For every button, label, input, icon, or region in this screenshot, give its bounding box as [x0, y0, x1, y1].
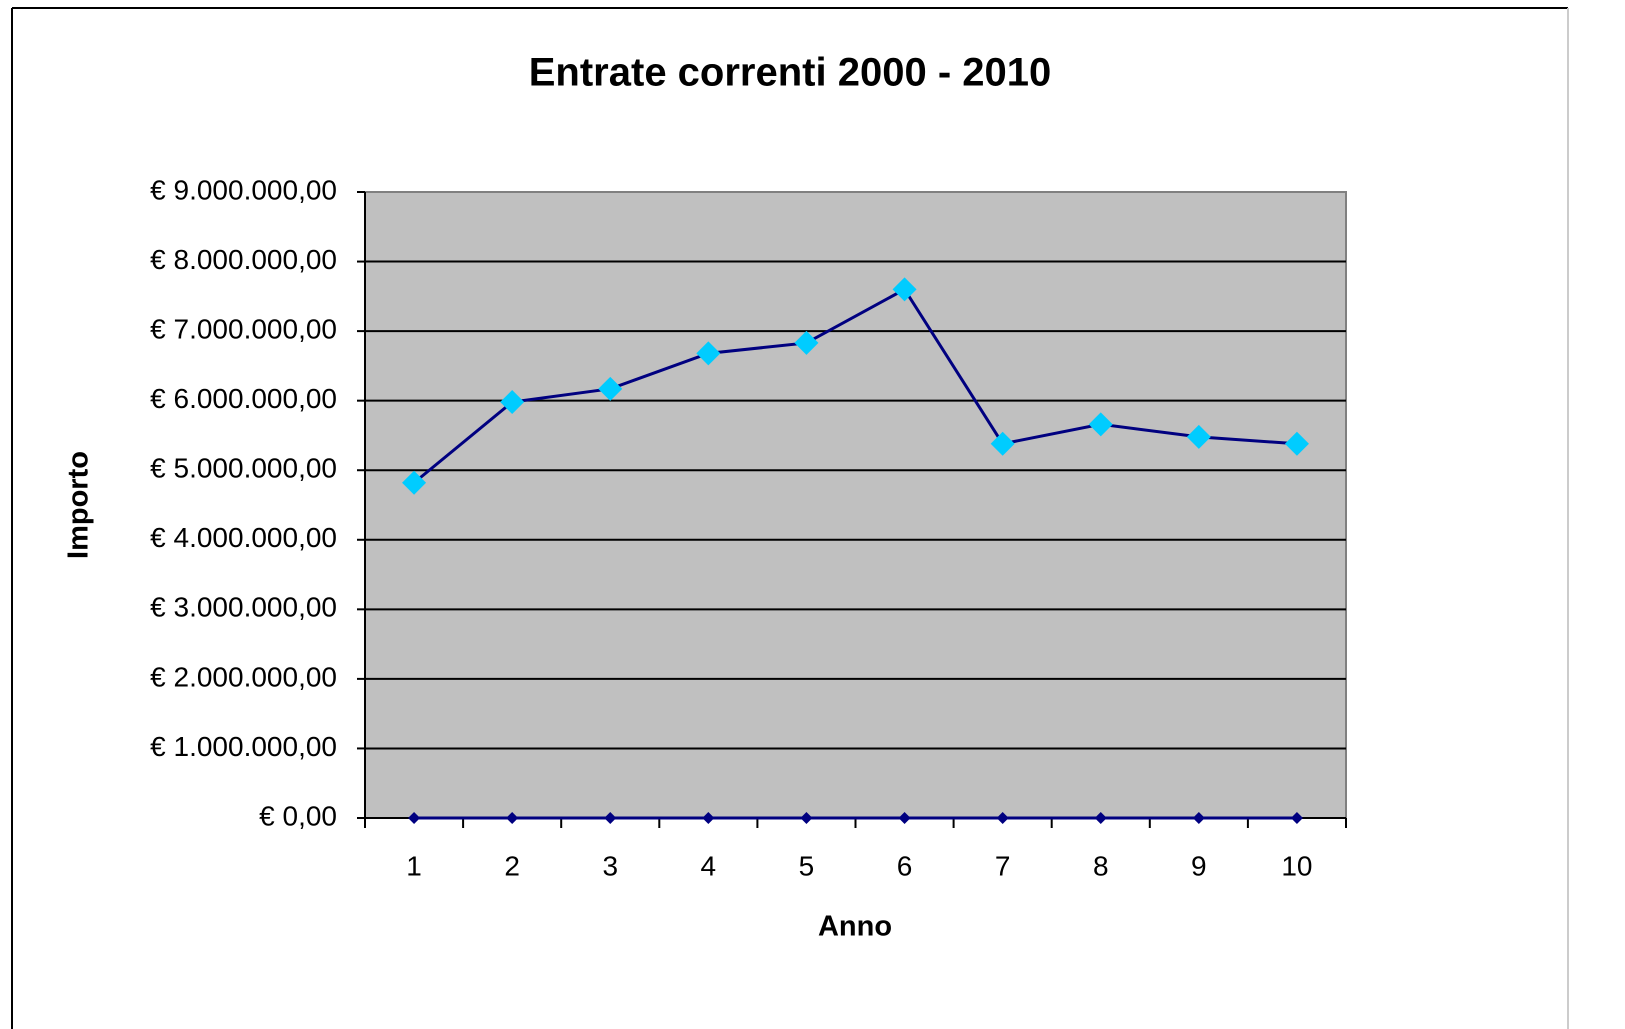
y-tick-label: € 2.000.000,00 — [150, 661, 337, 692]
x-axis-title: Anno — [818, 911, 892, 943]
x-tick-label: 5 — [799, 850, 815, 881]
y-tick-label: € 1.000.000,00 — [150, 731, 337, 762]
marker — [506, 812, 519, 824]
series-line — [413, 287, 1298, 484]
marker — [702, 812, 715, 824]
marker — [898, 812, 911, 824]
marker — [408, 812, 421, 824]
plot-area — [364, 191, 1347, 819]
x-tick-label: 4 — [701, 850, 717, 881]
x-tick-label: 1 — [406, 850, 422, 881]
marker — [402, 470, 427, 495]
marker — [1186, 424, 1211, 449]
y-tick-label: € 5.000.000,00 — [150, 453, 337, 484]
marker — [1192, 812, 1205, 824]
marker — [696, 341, 721, 366]
x-tick-label: 7 — [995, 850, 1011, 881]
marker — [500, 390, 525, 415]
y-tick-label: € 9.000.000,00 — [150, 174, 337, 205]
marker — [1290, 812, 1303, 824]
marker — [598, 376, 623, 401]
x-tick-label: 6 — [897, 850, 913, 881]
x-tick-label: 10 — [1281, 850, 1312, 881]
y-tick-label: € 0,00 — [259, 800, 337, 831]
marker — [1284, 431, 1309, 456]
marker — [800, 812, 813, 824]
y-tick-label: € 4.000.000,00 — [150, 522, 337, 553]
marker — [1094, 812, 1107, 824]
y-tick-label: € 3.000.000,00 — [150, 592, 337, 623]
marker — [990, 431, 1015, 456]
x-tick-label: 2 — [504, 850, 520, 881]
x-tick-label: 3 — [602, 850, 618, 881]
y-tick-label: € 8.000.000,00 — [150, 244, 337, 275]
y-tick-label: € 6.000.000,00 — [150, 383, 337, 414]
chart-title: Entrate correnti 2000 - 2010 — [529, 51, 1051, 95]
x-tick-label: 9 — [1191, 850, 1207, 881]
y-tick-label: € 7.000.000,00 — [150, 314, 337, 345]
marker — [794, 330, 819, 355]
marker — [604, 812, 617, 824]
marker — [996, 812, 1009, 824]
marker — [892, 277, 917, 302]
y-axis-title: Importo — [63, 451, 95, 559]
marker — [1088, 412, 1113, 437]
x-tick-label: 8 — [1093, 850, 1109, 881]
